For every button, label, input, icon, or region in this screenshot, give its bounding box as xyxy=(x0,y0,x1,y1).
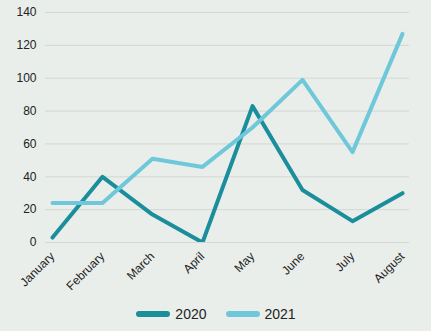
svg-text:60: 60 xyxy=(23,137,37,151)
svg-text:January: January xyxy=(17,249,57,289)
svg-text:May: May xyxy=(231,249,257,275)
svg-text:140: 140 xyxy=(16,5,36,19)
svg-text:July: July xyxy=(332,249,357,274)
svg-text:100: 100 xyxy=(16,71,36,85)
html-text:2020: 2020 xyxy=(175,306,207,322)
svg-text:40: 40 xyxy=(23,170,37,184)
svg-text:August: August xyxy=(371,249,408,286)
svg-text:80: 80 xyxy=(23,104,37,118)
svg-text:March: March xyxy=(124,249,157,282)
html-text:2021: 2021 xyxy=(264,306,296,322)
svg-text:20: 20 xyxy=(23,202,37,216)
svg-text:April: April xyxy=(180,249,207,276)
svg-text:0: 0 xyxy=(30,235,37,249)
svg-text:120: 120 xyxy=(16,38,36,52)
svg-text:February: February xyxy=(63,249,107,293)
svg-text:June: June xyxy=(279,249,308,278)
